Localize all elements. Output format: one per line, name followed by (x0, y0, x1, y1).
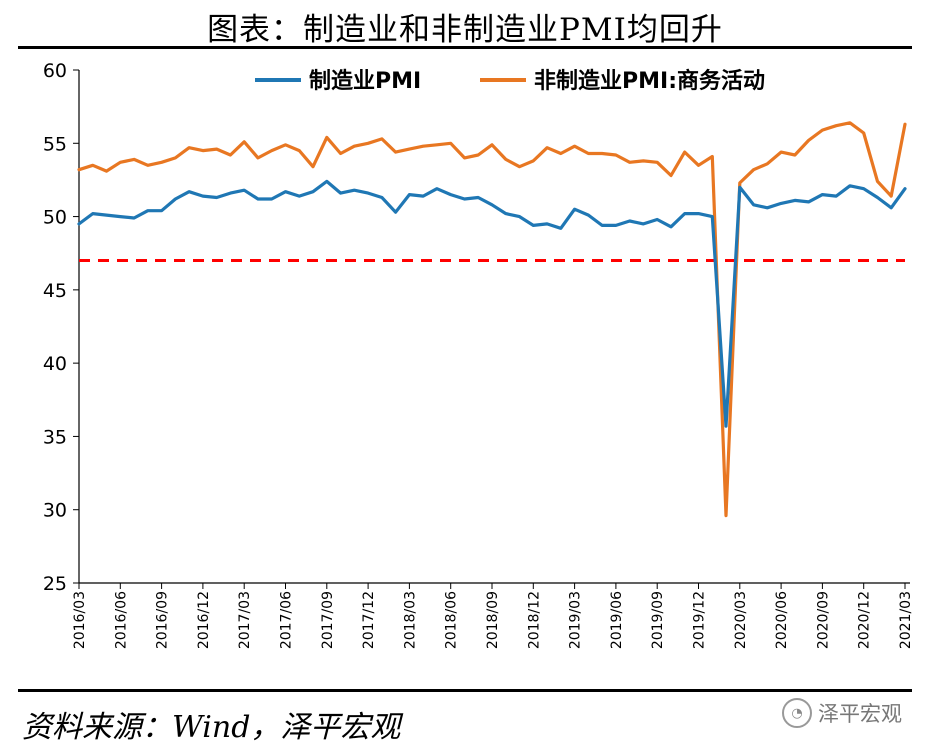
top-rule (18, 46, 912, 49)
x-tick-label: 2020/12 (857, 591, 873, 649)
x-tick-label: 2020/09 (815, 591, 831, 649)
series-lines (77, 121, 907, 518)
legend-label-0: 制造业PMI (309, 69, 421, 94)
wechat-icon: ◔ (782, 698, 812, 728)
y-tick-label: 50 (43, 207, 67, 229)
y-axis-ticks: 25 30 35 40 45 50 55 60 (43, 60, 79, 595)
y-tick-label: 45 (43, 280, 67, 302)
x-tick-label: 2019/12 (692, 591, 708, 649)
x-tick-label: 2018/03 (402, 591, 418, 649)
source-note: 资料来源：Wind，泽平宏观 (22, 710, 401, 745)
x-tick-label: 2017/09 (320, 591, 336, 649)
watermark-text: 泽平宏观 (818, 702, 902, 726)
y-tick-label: 35 (43, 426, 67, 448)
x-tick-label: 2021/03 (898, 591, 914, 649)
x-tick-label: 2018/12 (526, 591, 542, 649)
x-tick-label: 2019/03 (568, 591, 584, 649)
y-tick-label: 30 (43, 500, 67, 522)
x-tick-label: 2020/03 (733, 591, 749, 649)
x-tick-label: 2016/03 (72, 591, 88, 649)
x-tick-label: 2018/09 (485, 591, 501, 649)
x-tick-label: 2019/06 (609, 591, 625, 649)
x-axis-ticks: 2016/03 2016/06 2016/09 2016/12 2017/03 2017/… (72, 583, 914, 649)
series-line-0 (77, 179, 907, 428)
bottom-rule (18, 689, 912, 692)
watermark: ◔ 泽平宏观 (782, 698, 902, 728)
series-line-1 (77, 121, 907, 518)
x-tick-label: 2016/09 (155, 591, 171, 649)
x-tick-label: 2017/06 (279, 591, 295, 649)
x-tick-label: 2020/06 (774, 591, 790, 649)
x-tick-label: 2019/09 (650, 591, 666, 649)
chart-axes (78, 70, 910, 584)
x-tick-label: 2018/06 (444, 591, 460, 649)
y-tick-label: 25 (43, 573, 67, 595)
x-tick-label: 2016/12 (196, 591, 212, 649)
chart-title: 图表：制造业和非制造业PMI均回升 (207, 12, 723, 48)
x-tick-label: 2016/06 (113, 591, 129, 649)
x-tick-label: 2017/03 (237, 591, 253, 649)
y-tick-label: 60 (43, 60, 67, 82)
y-tick-label: 40 (43, 353, 67, 375)
legend: 制造业PMI 非制造业PMI:商务活动 (255, 68, 765, 94)
legend-label-1: 非制造业PMI:商务活动 (534, 68, 765, 94)
x-tick-label: 2017/12 (361, 591, 377, 649)
y-tick-label: 55 (43, 133, 67, 155)
